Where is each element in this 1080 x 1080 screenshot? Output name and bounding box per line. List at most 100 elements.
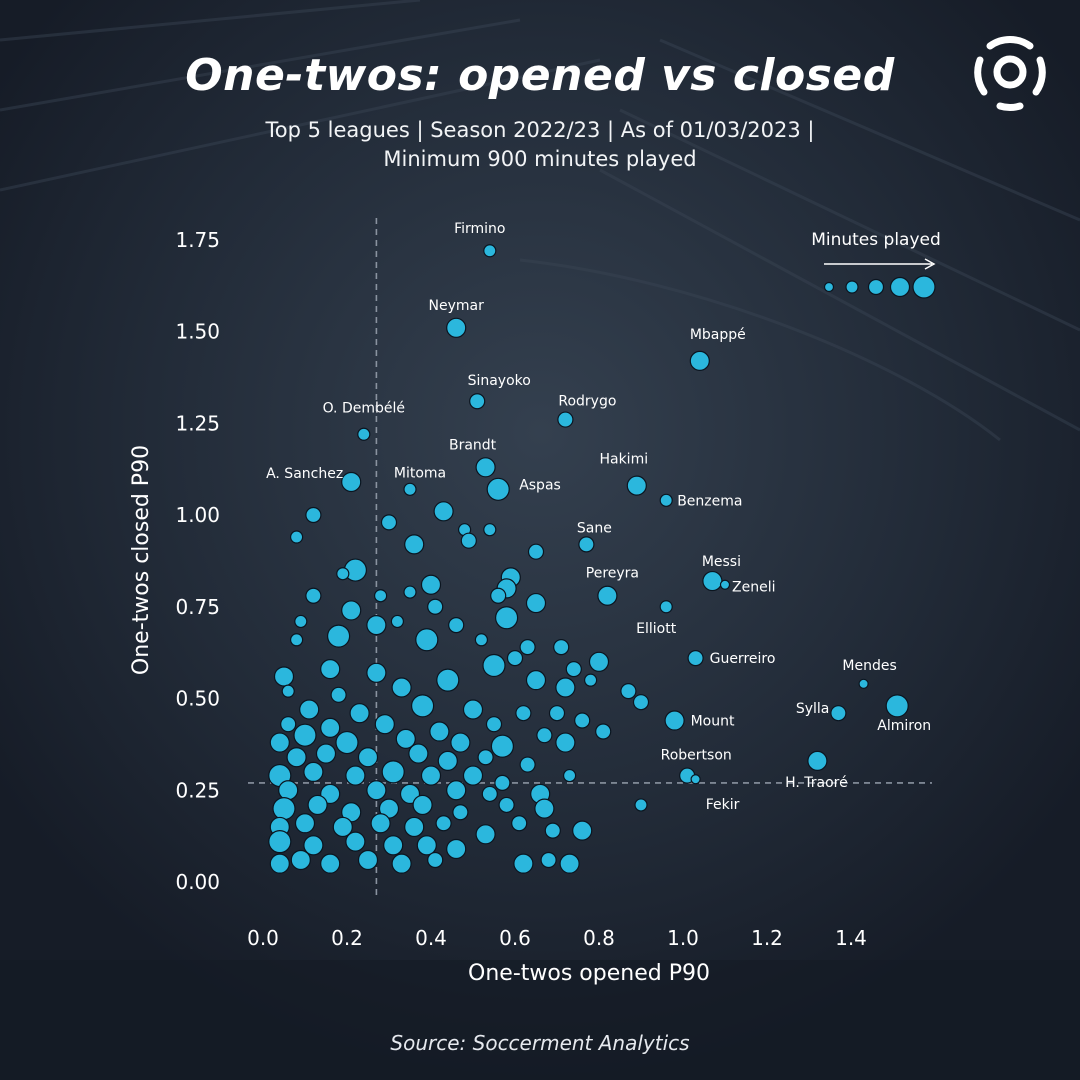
point-label: Guerreiro bbox=[710, 651, 776, 667]
labeled-point bbox=[719, 579, 731, 590]
scatter-point bbox=[415, 628, 439, 652]
point-label: Mount bbox=[691, 714, 735, 730]
x-tick-label: 0.8 bbox=[583, 926, 615, 950]
scatter-point bbox=[390, 614, 404, 629]
labeled-point bbox=[578, 536, 595, 553]
scatter-point bbox=[553, 639, 570, 656]
scatter-point bbox=[555, 732, 576, 753]
y-tick-label: 1.50 bbox=[175, 320, 220, 344]
labeled-point bbox=[557, 411, 574, 428]
point-label: O. Dembélé bbox=[323, 400, 405, 416]
point-label: Neymar bbox=[429, 298, 485, 314]
scatter-point bbox=[481, 785, 498, 803]
scatter-point bbox=[290, 633, 304, 647]
scatter-point bbox=[403, 585, 417, 599]
y-tick-label: 1.00 bbox=[175, 503, 220, 527]
scatter-point bbox=[366, 662, 387, 683]
scatter-point bbox=[305, 506, 322, 524]
scatter-point bbox=[588, 651, 610, 672]
scatter-point bbox=[632, 694, 650, 711]
scatter-point bbox=[286, 747, 307, 768]
scatter-point bbox=[620, 683, 637, 700]
scatter-point bbox=[330, 686, 347, 703]
point-label: Almiron bbox=[877, 718, 931, 734]
y-axis-label: One-twos closed P90 bbox=[129, 445, 154, 675]
scatter-point bbox=[290, 849, 311, 871]
scatter-point bbox=[436, 668, 460, 692]
scatter-point bbox=[572, 820, 593, 841]
scatter-point bbox=[404, 816, 425, 838]
scatter-point bbox=[446, 780, 467, 801]
scatter-point bbox=[381, 760, 405, 784]
labeled-point bbox=[483, 244, 497, 258]
labeled-point bbox=[626, 475, 647, 496]
scatter-point bbox=[450, 732, 471, 753]
point-label: Fekir bbox=[706, 797, 740, 813]
y-tick-label: 1.75 bbox=[175, 228, 220, 252]
scatter-point bbox=[446, 838, 467, 860]
x-tick-label: 0.6 bbox=[499, 926, 531, 950]
scatter-point bbox=[269, 732, 290, 753]
scatter-point bbox=[290, 530, 304, 544]
labeled-point bbox=[689, 350, 710, 371]
scatter-point bbox=[281, 684, 295, 698]
scatter-point bbox=[366, 614, 387, 636]
data-points bbox=[268, 501, 650, 874]
scatter-point bbox=[513, 853, 534, 874]
scatter-point bbox=[483, 523, 497, 537]
labeled-point bbox=[659, 493, 673, 507]
scatter-point bbox=[357, 849, 379, 871]
x-tick-label: 1.4 bbox=[835, 926, 867, 950]
scatter-point bbox=[416, 835, 437, 856]
point-label: Mendes bbox=[842, 658, 896, 674]
scatter-point bbox=[490, 587, 507, 604]
scatter-point bbox=[357, 747, 379, 768]
scatter-point bbox=[460, 532, 477, 549]
scatter-point bbox=[305, 587, 322, 604]
scatter-point bbox=[366, 780, 387, 801]
scatter-point bbox=[420, 765, 442, 786]
x-axis-ticks: 0.0 0.2 0.4 0.6 0.8 1.0 1.2 1.4 bbox=[247, 926, 867, 950]
size-legend: Minutes played bbox=[811, 230, 941, 299]
point-label: Robertson bbox=[661, 748, 732, 764]
scatter-point bbox=[485, 716, 503, 733]
scatter-point bbox=[562, 768, 577, 783]
point-label: Brandt bbox=[449, 437, 497, 453]
labeled-point bbox=[690, 774, 701, 785]
point-label: Benzema bbox=[677, 493, 742, 509]
scatter-point bbox=[555, 677, 576, 698]
scatter-point bbox=[482, 653, 506, 678]
scatter-point bbox=[506, 650, 524, 667]
scatter-point bbox=[383, 835, 404, 856]
size-legend-arrowhead bbox=[924, 258, 936, 270]
scatter-point bbox=[462, 699, 484, 720]
scatter-point bbox=[540, 851, 557, 869]
labeled-points: Firmino Neymar Mbappé Sinayoko O. Dembélé Rod… bbox=[266, 221, 931, 813]
scatter-point bbox=[345, 765, 366, 786]
subtitle-line-1: Top 5 leagues | Season 2022/23 | As of 0… bbox=[265, 118, 815, 142]
size-legend-dots bbox=[823, 275, 936, 299]
point-label: Hakimi bbox=[599, 452, 648, 468]
labeled-point bbox=[687, 650, 704, 667]
size-legend-dot bbox=[867, 278, 885, 296]
scatter-point bbox=[559, 853, 580, 874]
y-tick-label: 0.25 bbox=[175, 778, 220, 802]
scatter-point bbox=[634, 798, 648, 812]
point-label: Elliott bbox=[636, 621, 677, 637]
reference-lines bbox=[248, 218, 932, 895]
scatter-point bbox=[268, 830, 292, 854]
point-label: H. Traoré bbox=[785, 775, 848, 791]
scatter-point bbox=[294, 614, 308, 629]
y-tick-label: 1.25 bbox=[175, 411, 220, 435]
size-legend-dot bbox=[912, 275, 936, 299]
scatter-point bbox=[374, 589, 388, 603]
scatter-point bbox=[411, 694, 435, 718]
point-label: Pereyra bbox=[586, 566, 639, 582]
scatter-point bbox=[349, 703, 370, 724]
labeled-point bbox=[341, 471, 362, 493]
labeled-point bbox=[486, 477, 510, 501]
scatter-point bbox=[332, 816, 353, 838]
